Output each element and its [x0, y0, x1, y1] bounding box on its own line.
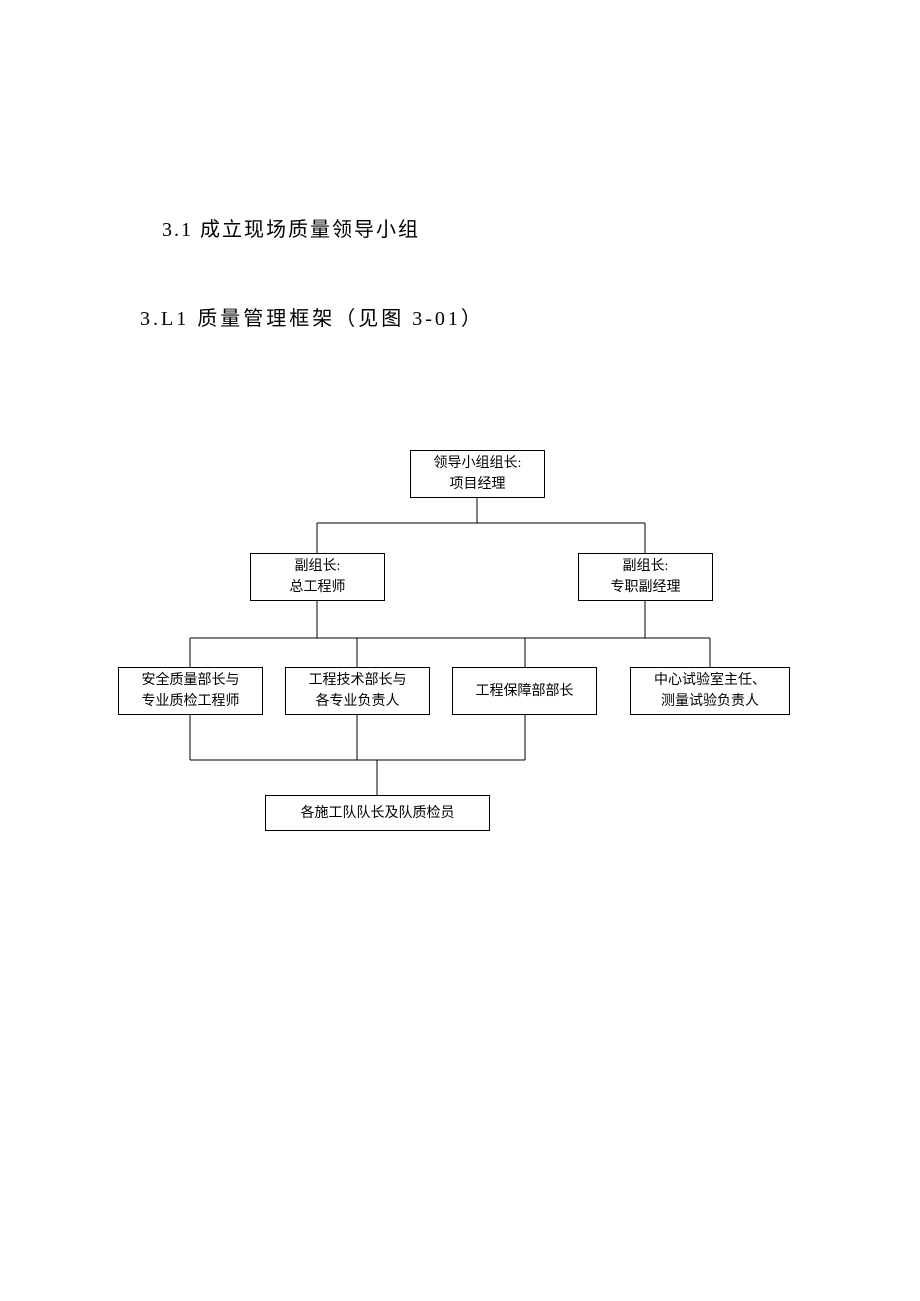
node-leader-line2: 项目经理	[450, 474, 506, 495]
node-leader-line1: 领导小组组长:	[434, 453, 522, 474]
node-l3d-line2: 测量试验负责人	[661, 691, 759, 712]
node-deputy-a-line1: 副组长:	[295, 556, 341, 577]
node-l3a-line2: 专业质检工程师	[142, 691, 240, 712]
section-heading-3-l1: 3.L1 质量管理框架（见图 3-01）	[140, 302, 484, 331]
node-deputy-b-line2: 专职副经理	[611, 577, 681, 598]
node-deputy-chief-engineer: 副组长: 总工程师	[250, 553, 385, 601]
node-deputy-b-line1: 副组长:	[623, 556, 669, 577]
node-safety-quality: 安全质量部长与 专业质检工程师	[118, 667, 263, 715]
node-bottom-line1: 各施工队队长及队质检员	[301, 803, 455, 824]
node-l3b-line1: 工程技术部长与	[309, 670, 407, 691]
node-deputy-a-line2: 总工程师	[290, 577, 346, 598]
node-engineering-support: 工程保障部部长	[452, 667, 597, 715]
node-l3b-line2: 各专业负责人	[316, 691, 400, 712]
section-heading-3-1: 3.1 成立现场质量领导小组	[162, 213, 420, 242]
node-engineering-tech: 工程技术部长与 各专业负责人	[285, 667, 430, 715]
node-deputy-manager: 副组长: 专职副经理	[578, 553, 713, 601]
node-lab-survey: 中心试验室主任、 测量试验负责人	[630, 667, 790, 715]
node-leader: 领导小组组长: 项目经理	[410, 450, 545, 498]
node-l3c-line1: 工程保障部部长	[476, 681, 574, 702]
node-construction-teams: 各施工队队长及队质检员	[265, 795, 490, 831]
node-l3a-line1: 安全质量部长与	[142, 670, 240, 691]
node-l3d-line1: 中心试验室主任、	[654, 670, 766, 691]
org-chart-diagram: 领导小组组长: 项目经理 副组长: 总工程师 副组长: 专职副经理 安全质量部长…	[110, 440, 810, 880]
